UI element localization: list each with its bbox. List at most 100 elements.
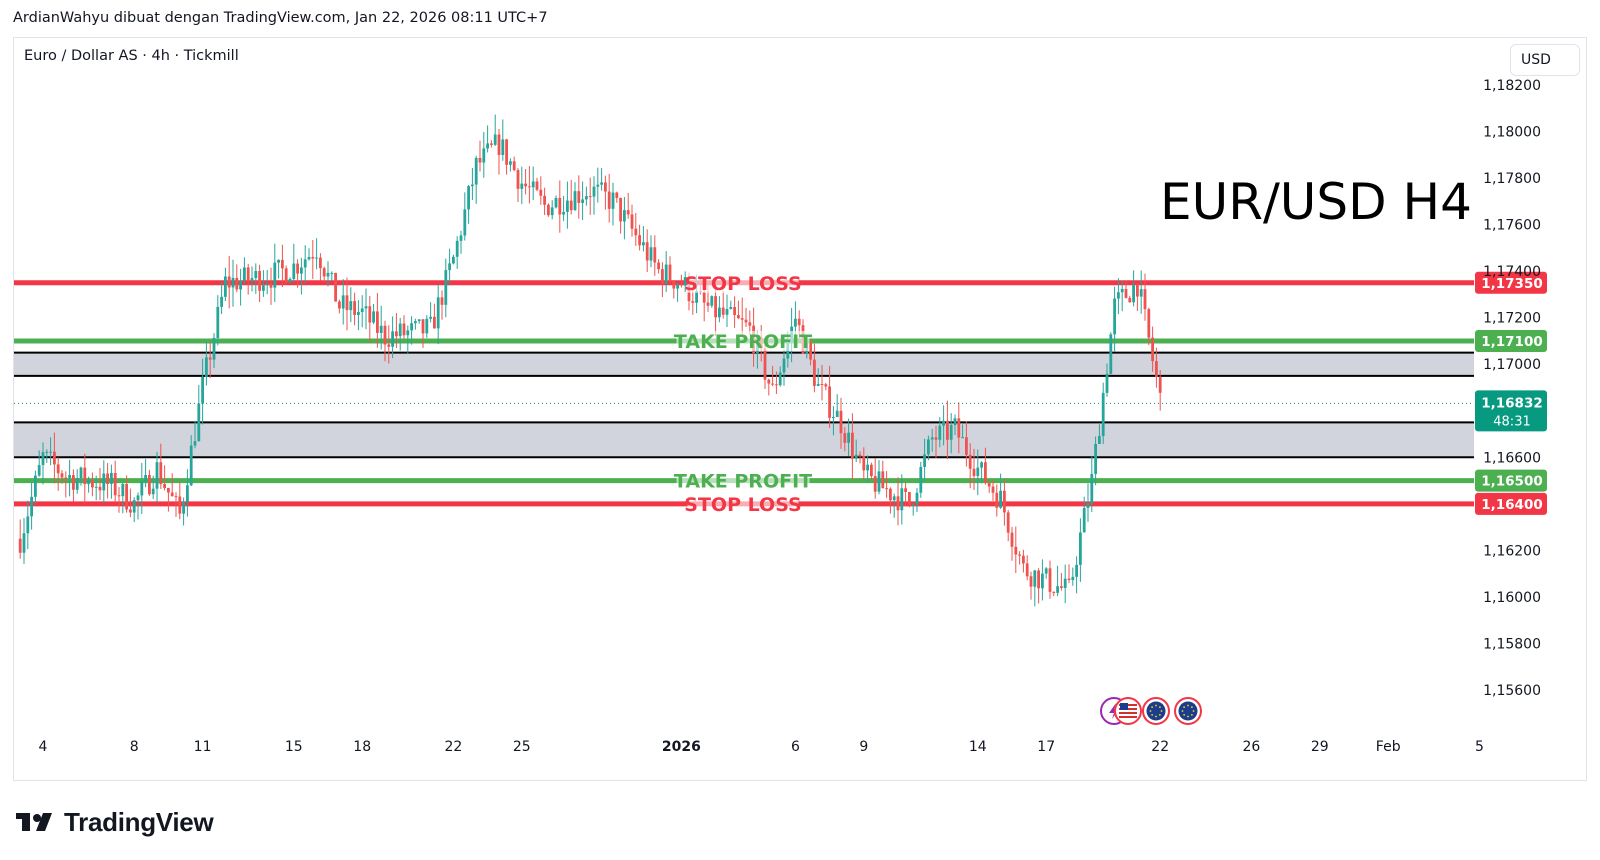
candle-body[interactable]	[83, 467, 87, 485]
candle-body[interactable]	[459, 235, 463, 241]
candle-body[interactable]	[999, 490, 1002, 508]
candle-body[interactable]	[421, 319, 425, 334]
candle-body[interactable]	[953, 418, 957, 425]
candle-body[interactable]	[368, 306, 372, 323]
candle-body[interactable]	[611, 192, 615, 209]
tradingview-logo[interactable]: TradingView	[16, 806, 214, 838]
candle-body[interactable]	[577, 191, 581, 203]
candle-body[interactable]	[1105, 373, 1109, 393]
candle-body[interactable]	[569, 200, 573, 211]
candle-body[interactable]	[330, 272, 334, 274]
candle-body[interactable]	[528, 186, 531, 188]
candle-body[interactable]	[174, 496, 178, 498]
candle-body[interactable]	[832, 417, 835, 419]
candle-body[interactable]	[182, 501, 185, 514]
candle-body[interactable]	[1025, 563, 1029, 577]
candle-body[interactable]	[524, 183, 527, 187]
candle-body[interactable]	[927, 439, 930, 455]
candle-body[interactable]	[908, 491, 911, 505]
candle-body[interactable]	[1010, 532, 1014, 547]
candle-body[interactable]	[1128, 297, 1132, 303]
candle-body[interactable]	[471, 184, 474, 187]
candle-body[interactable]	[41, 452, 45, 466]
candle-body[interactable]	[653, 247, 657, 263]
candle-body[interactable]	[474, 157, 478, 185]
candle-body[interactable]	[258, 270, 261, 291]
candle-body[interactable]	[155, 462, 159, 489]
candle-body[interactable]	[148, 475, 151, 495]
candle-body[interactable]	[493, 134, 497, 145]
candle-body[interactable]	[440, 297, 444, 305]
candle-body[interactable]	[607, 191, 611, 209]
candle-body[interactable]	[379, 325, 383, 333]
candle-body[interactable]	[718, 307, 721, 318]
candle-body[interactable]	[1101, 392, 1105, 436]
candle-body[interactable]	[307, 256, 311, 260]
candle-body[interactable]	[638, 235, 641, 246]
candle-body[interactable]	[862, 456, 866, 471]
candle-body[interactable]	[531, 181, 535, 188]
candle-body[interactable]	[1037, 570, 1040, 589]
candle-body[interactable]	[68, 475, 71, 478]
candle-body[interactable]	[284, 268, 288, 283]
candle-body[interactable]	[467, 186, 470, 210]
candle-body[interactable]	[1079, 532, 1082, 565]
candle-body[interactable]	[79, 467, 83, 479]
candle-body[interactable]	[178, 496, 182, 514]
candle-body[interactable]	[417, 319, 421, 322]
candle-body[interactable]	[402, 323, 406, 336]
candle-body[interactable]	[486, 143, 489, 149]
candle-body[interactable]	[535, 181, 539, 190]
candle-body[interactable]	[828, 386, 831, 418]
candle-body[interactable]	[478, 157, 482, 163]
candle-body[interactable]	[341, 295, 345, 309]
candle-body[interactable]	[558, 198, 562, 215]
currency-button[interactable]: USD	[1510, 44, 1580, 76]
candle-body[interactable]	[573, 191, 577, 211]
candle-body[interactable]	[911, 504, 915, 506]
candle-body[interactable]	[125, 483, 128, 510]
candle-body[interactable]	[1117, 292, 1120, 299]
candle-body[interactable]	[1109, 334, 1113, 374]
candle-body[interactable]	[892, 496, 896, 501]
candle-body[interactable]	[364, 306, 368, 309]
candle-body[interactable]	[357, 312, 360, 315]
eu-flag-icon[interactable]	[1174, 697, 1202, 725]
candle-body[interactable]	[915, 492, 919, 505]
candle-body[interactable]	[235, 277, 239, 290]
candle-body[interactable]	[429, 316, 432, 319]
last-price-badge[interactable]	[1475, 390, 1547, 432]
candle-body[interactable]	[37, 465, 41, 476]
candle-body[interactable]	[972, 468, 976, 476]
candle-body[interactable]	[645, 242, 649, 261]
candle-body[interactable]	[117, 495, 121, 497]
candle-body[interactable]	[1060, 586, 1063, 588]
candle-body[interactable]	[132, 500, 136, 513]
candle-body[interactable]	[987, 482, 991, 487]
candle-body[interactable]	[630, 214, 634, 229]
candle-body[interactable]	[676, 284, 679, 289]
candle-body[interactable]	[949, 424, 953, 440]
candle-body[interactable]	[482, 148, 486, 163]
candle-body[interactable]	[45, 451, 49, 453]
candle-body[interactable]	[919, 466, 923, 493]
candle-body[interactable]	[1086, 503, 1090, 508]
take-profit-upper-price-badge[interactable]	[1475, 329, 1547, 352]
candle-body[interactable]	[1018, 554, 1021, 556]
candle-body[interactable]	[167, 487, 170, 493]
candle-body[interactable]	[243, 267, 246, 281]
candle-body[interactable]	[930, 437, 934, 440]
candle-body[interactable]	[877, 471, 881, 492]
candle-body[interactable]	[1147, 309, 1151, 338]
candle-body[interactable]	[847, 432, 850, 443]
candle-body[interactable]	[873, 476, 877, 492]
candle-body[interactable]	[581, 199, 584, 203]
candle-body[interactable]	[596, 184, 600, 187]
candle-body[interactable]	[444, 270, 448, 305]
candle-body[interactable]	[923, 454, 926, 467]
candle-body[interactable]	[835, 410, 839, 418]
candle-body[interactable]	[813, 359, 816, 386]
candle-body[interactable]	[452, 256, 455, 264]
candle-body[interactable]	[254, 270, 258, 279]
candle-body[interactable]	[1014, 546, 1018, 555]
